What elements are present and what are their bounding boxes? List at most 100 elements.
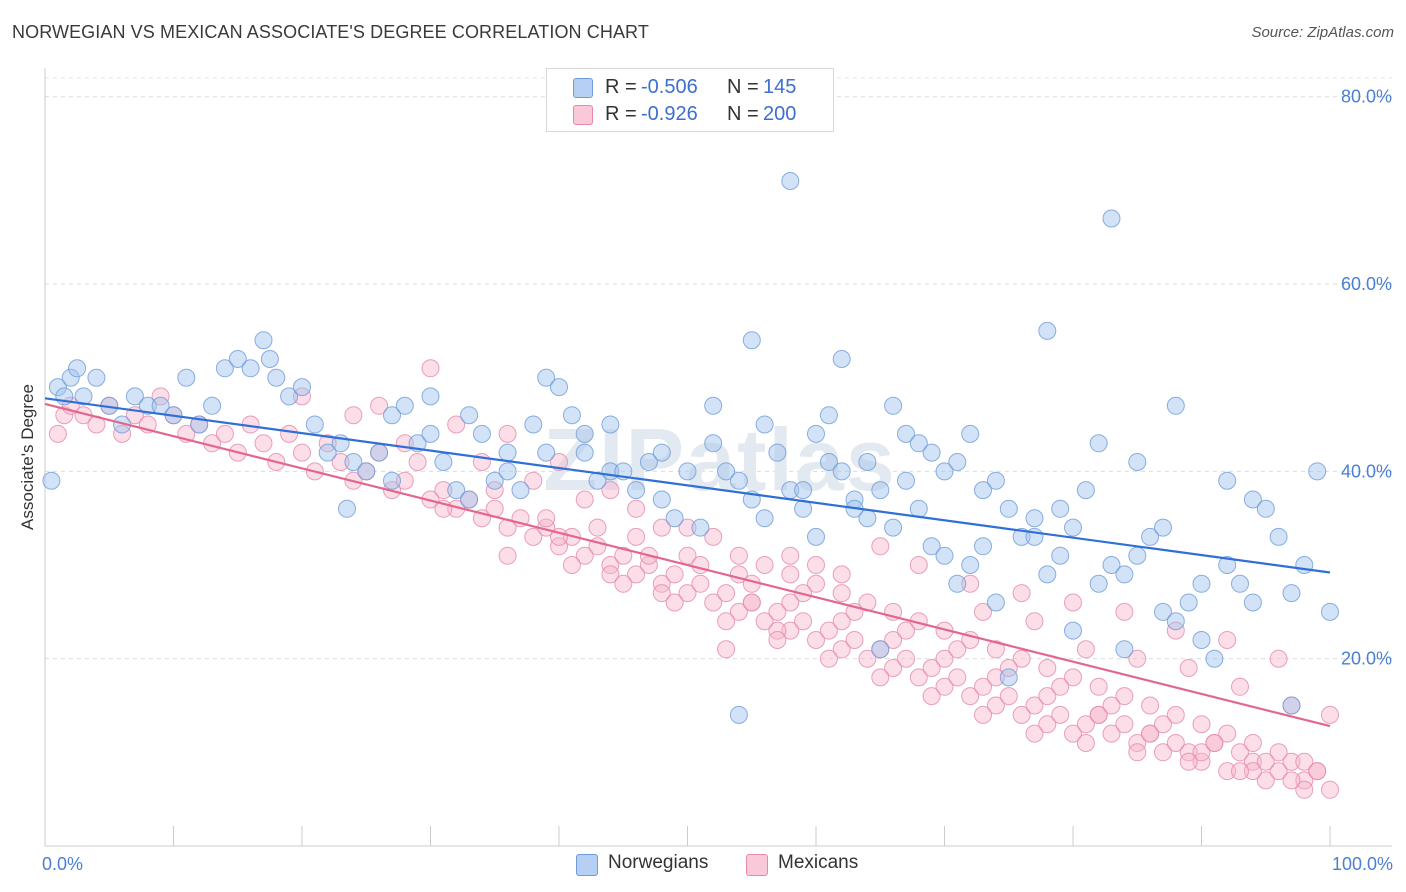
mexicans-point: [717, 640, 736, 659]
mexicans-point: [717, 584, 736, 603]
mexicans-point: [1256, 771, 1275, 790]
mexicans-point: [1038, 687, 1057, 706]
mexicans-point: [1141, 724, 1160, 743]
norwegians-point: [421, 424, 440, 443]
norwegians-point: [524, 415, 543, 434]
mexicans-point: [1115, 715, 1134, 734]
mexicans-point: [819, 649, 838, 668]
chart-title: NORWEGIAN VS MEXICAN ASSOCIATE'S DEGREE …: [12, 22, 649, 42]
mexicans-point: [1179, 743, 1198, 762]
norwegians-point: [177, 368, 196, 387]
mexicans-point: [1154, 715, 1172, 734]
norwegians-point: [498, 462, 517, 481]
mexicans-point: [974, 705, 992, 724]
legend-n-value: 145: [763, 76, 797, 98]
y-axis-label: Associate's Degree: [18, 384, 37, 530]
mexicans-point: [832, 584, 851, 603]
norwegians-point: [704, 434, 723, 453]
mexicans-point: [1218, 762, 1237, 781]
mexicans-point: [614, 546, 633, 565]
norwegians-point: [704, 396, 723, 415]
norwegians-point: [1231, 574, 1249, 593]
mexicans-point: [524, 471, 543, 490]
norwegians-point: [652, 443, 671, 462]
norwegians-point: [1038, 321, 1057, 340]
mexicans-point: [704, 527, 723, 546]
norwegians-point: [858, 453, 877, 471]
norwegians-point: [1321, 602, 1339, 621]
norwegians-point: [125, 387, 144, 406]
norwegians-point: [370, 443, 389, 462]
mexicans-point: [1295, 780, 1314, 799]
norwegians-point: [447, 481, 466, 500]
norwegians-point: [1243, 490, 1262, 509]
norwegians-point: [1154, 518, 1172, 537]
mexicans-point: [550, 453, 568, 471]
norwegians-point: [1308, 462, 1327, 481]
mexicans-point: [280, 424, 299, 443]
mexicans-point: [293, 387, 311, 406]
norwegians-point: [383, 406, 401, 425]
norwegians-point: [1282, 696, 1301, 715]
norwegians-point: [203, 396, 222, 415]
norwegians-point: [68, 359, 87, 378]
norwegians-point: [807, 424, 825, 443]
mexicans-point: [768, 631, 787, 649]
norwegians-point: [1076, 481, 1095, 500]
mexicans-point: [1038, 659, 1057, 677]
mexicans-point: [485, 481, 504, 500]
mexicans-point: [254, 434, 273, 453]
norwegians-point: [1192, 574, 1211, 593]
y-tick-labels: 20.0% 40.0% 60.0% 80.0%: [1341, 87, 1392, 669]
watermark: ZIPatlas: [543, 410, 896, 509]
norwegians-point: [819, 406, 838, 425]
legend-row-norwegians: R = -0.506 N = 145: [547, 74, 833, 101]
mexicans-point: [1051, 705, 1070, 724]
norwegians-point: [1243, 593, 1262, 612]
mexicans-point: [742, 574, 761, 593]
mexicans-point: [601, 565, 620, 584]
norwegians-point: [909, 434, 928, 453]
mexicans-point: [665, 565, 684, 584]
norwegians-point: [472, 424, 491, 443]
norwegians-point: [575, 424, 594, 443]
mexicans-point: [1256, 752, 1275, 771]
mexicans-point: [807, 574, 825, 593]
norwegians-point: [260, 350, 279, 368]
mexicans-point: [909, 556, 928, 574]
mexicans-point: [1192, 715, 1211, 734]
trend-lines: [44, 397, 1331, 728]
legend-r-label: R =: [605, 76, 637, 98]
mexicans-point: [344, 406, 363, 425]
mexicans-point: [652, 584, 671, 603]
mexicans-point: [961, 574, 980, 593]
mexicans-point: [370, 396, 389, 415]
norwegians-point: [986, 593, 1005, 612]
norwegians-point: [383, 471, 401, 490]
mexicans-point: [768, 602, 787, 621]
norwegians-point: [1256, 499, 1275, 518]
y-tick-label: 60.0%: [1341, 274, 1392, 294]
norwegians-point: [897, 471, 915, 490]
norwegians-point: [832, 350, 851, 368]
norwegians-point: [537, 368, 556, 387]
mexicans-point: [1321, 780, 1339, 799]
mexicans-point: [1269, 649, 1288, 668]
norwegians-point: [1128, 546, 1147, 565]
norwegians-point: [241, 359, 260, 378]
norwegians-point: [1205, 649, 1224, 668]
mexicans-point: [1012, 584, 1031, 603]
mexicans-point: [395, 471, 414, 490]
norwegians-point: [318, 443, 337, 462]
norwegians-point: [639, 453, 658, 471]
legend-swatch-norwegians: [573, 78, 593, 98]
norwegians-point: [1282, 584, 1301, 603]
mexicans-point: [151, 387, 170, 406]
mexicans-point: [729, 602, 748, 621]
x-tick-labels: 0.0% 100.0%: [42, 854, 1393, 874]
mexicans-point: [781, 593, 800, 612]
norwegians-point: [948, 574, 967, 593]
norwegians-point: [1102, 209, 1121, 228]
y-tick-label: 40.0%: [1341, 461, 1392, 481]
mexicans-point: [627, 499, 646, 518]
